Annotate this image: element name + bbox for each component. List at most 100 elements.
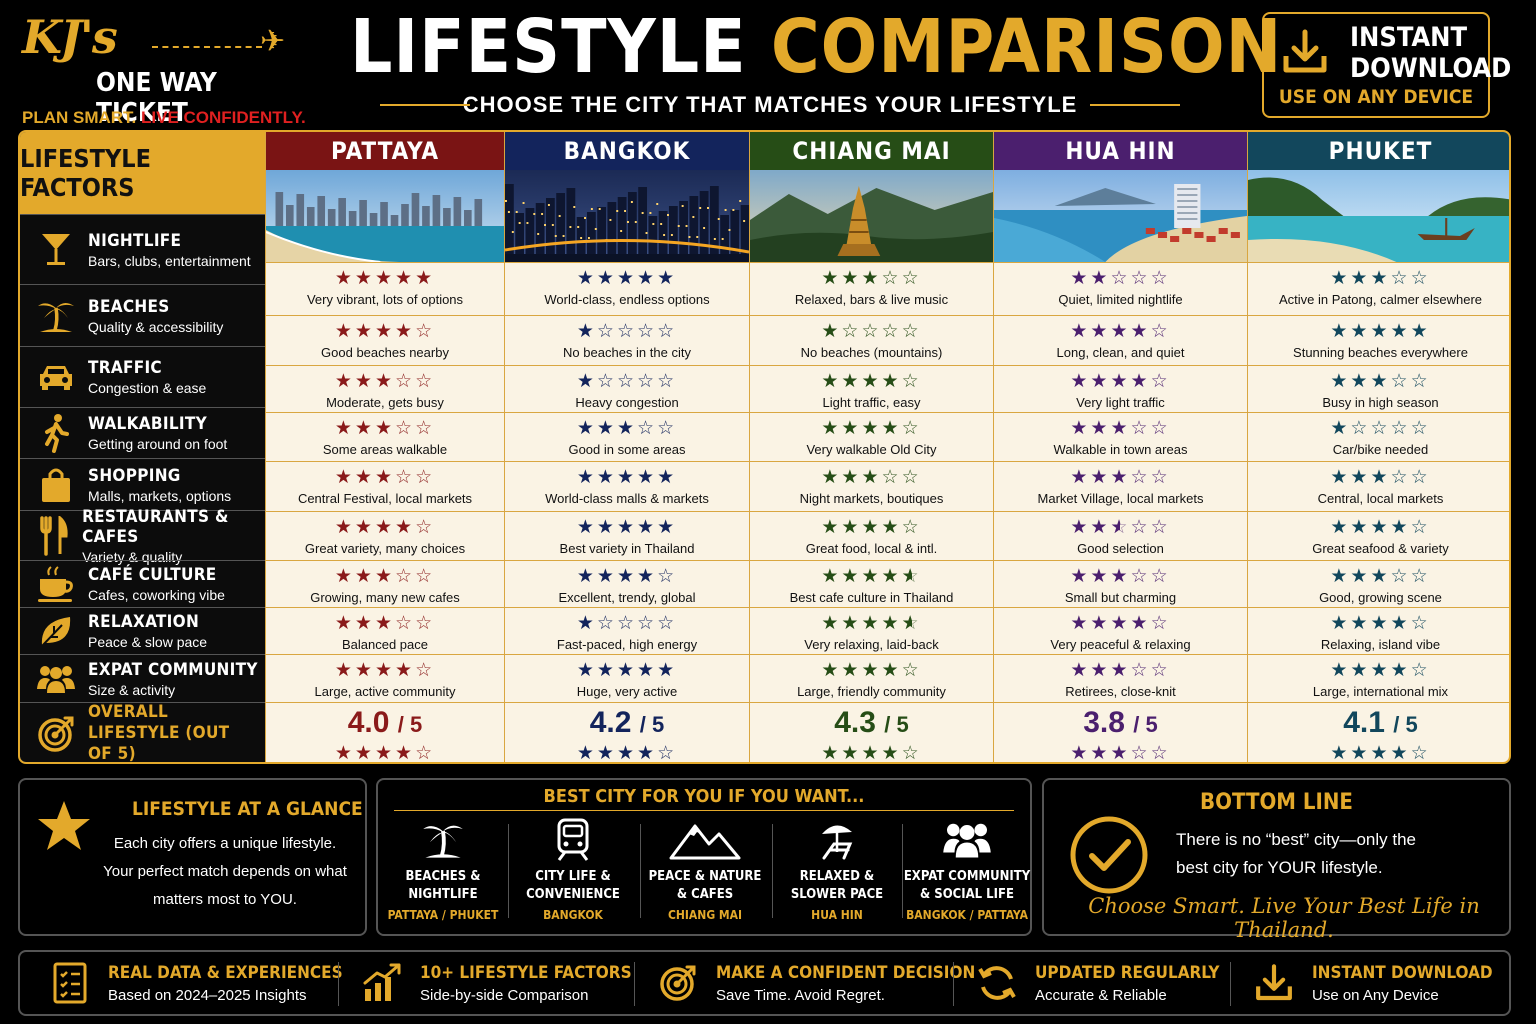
rating-cell: ★★★☆☆ Good, growing scene [1248, 560, 1509, 607]
shopping-bag-icon [32, 465, 80, 505]
rating-description: Car/bike needed [1332, 442, 1429, 457]
want-line2: & CAFES [676, 887, 734, 902]
want-line2: CONVENIENCE [526, 887, 620, 902]
beach-chair-icon [772, 818, 902, 862]
star-rating: ★★★☆☆ [334, 566, 436, 587]
title-part-a: LIFESTYLE [350, 4, 747, 90]
factors-header: LIFESTYLE FACTORS [20, 132, 265, 214]
factor-row-caf-culture: CAFÉ CULTURE Cafes, coworking vibe [20, 560, 265, 607]
rating-description: Quiet, limited nightlife [1058, 292, 1183, 307]
rating-cell: ★★★★☆ Long, clean, and quiet [994, 315, 1247, 365]
lifestyle-at-a-glance-panel: LIFESTYLE AT A GLANCE Each city offers a… [18, 778, 367, 936]
fork-knife-icon [32, 515, 74, 556]
tagline-part-b: LIVE CONFIDENTLY. [141, 108, 306, 127]
footer-separator [338, 962, 339, 1006]
factor-sub: Peace & slow pace [88, 634, 208, 650]
factor-sub: Getting around on foot [88, 436, 228, 452]
rating-cell: ★★★★☆ Very light traffic [994, 365, 1247, 412]
bottom-line-panel: BOTTOM LINE There is no “best” city—only… [1042, 778, 1511, 942]
instant-download-button[interactable]: INSTANT DOWNLOAD USE ON ANY DEVICE [1262, 12, 1511, 118]
factor-column: LIFESTYLE FACTORS NIGHTLIFE Bars, clubs, … [20, 132, 265, 762]
rating-description: Best cafe culture in Thailand [789, 590, 954, 605]
rating-description: Great food, local & intl. [805, 541, 938, 556]
score-value: 4.0 [347, 706, 390, 739]
rating-cell: ★☆☆☆☆ Fast-paced, high energy [505, 607, 749, 654]
rating-cell: ★★★★☆ Very walkable Old City [750, 412, 993, 461]
rating-cell: ★★★☆☆ Relaxed, bars & live music [750, 262, 993, 315]
factor-text: NIGHTLIFE Bars, clubs, entertainment [88, 231, 251, 269]
title-part-b: COMPARISON [770, 4, 1283, 90]
rating-description: Large, friendly community [797, 684, 946, 699]
best-city-separator [508, 824, 509, 918]
rating-cell: ★★★☆☆ Walkable in town areas [994, 412, 1247, 461]
checkmark-circle-icon [1070, 816, 1148, 894]
rating-cell: ★★★☆☆ Busy in high season [1248, 365, 1509, 412]
factor-text: EXPAT COMMUNITY Size & activity [88, 660, 258, 698]
rating-cell: ★★★★☆ Very peaceful & relaxing [994, 607, 1247, 654]
rating-cell: ★★★★☆ Relaxing, island vibe [1248, 607, 1509, 654]
star-rating: ★★★☆☆ [1330, 268, 1431, 289]
rating-cell: ★★★☆☆ Moderate, gets busy [266, 365, 504, 412]
want-line1: EXPAT COMMUNITY [903, 869, 1031, 884]
overall-score: 3.8 / 5 [994, 707, 1247, 741]
download-icon [1283, 29, 1327, 73]
want-line2: & SOCIAL LIFE [920, 887, 1014, 902]
rating-description: Very walkable Old City [806, 442, 937, 457]
star-rating: ★★★★☆ [1070, 371, 1171, 392]
want-line2: SLOWER PACE [790, 887, 884, 902]
train-icon [508, 818, 638, 862]
factor-row-shopping: SHOPPING Malls, markets, options [20, 458, 265, 510]
target-icon [656, 961, 700, 1005]
rating-description: Very relaxing, laid-back [804, 637, 939, 652]
rating-description: Growing, many new cafes [310, 590, 460, 605]
glance-text-3: matters most to YOU. [153, 891, 297, 908]
city-photo [994, 170, 1247, 262]
rating-description: Market Village, local markets [1037, 491, 1204, 506]
city-header: HUA HIN [994, 132, 1247, 170]
overall-score-cell: 3.8 / 5 ★★★☆☆ [994, 702, 1247, 762]
score-denominator: / 5 [1393, 712, 1418, 737]
best-city-item: EXPAT COMMUNITY & SOCIAL LIFE BANGKOK / P… [902, 818, 1032, 930]
rating-cell: ★★★☆☆ Good in some areas [505, 412, 749, 461]
footer-feature-text: REAL DATA & EXPERIENCES Based on 2024–202… [108, 963, 343, 1004]
brand-logo: KJ's ✈ ONE WAY TICKET PLAN SMART. LIVE C… [22, 10, 312, 128]
best-city-separator [902, 824, 903, 918]
star-rating: ★★★★☆ [334, 321, 436, 342]
rating-description: Very peaceful & relaxing [1050, 637, 1191, 652]
factor-name: TRAFFIC [88, 358, 162, 378]
overall-score-cell: 4.1 / 5 ★★★★☆ [1248, 702, 1509, 762]
footer-feature-text: UPDATED REGULARLY Accurate & Reliable [1035, 963, 1219, 1004]
footer-feature-text: INSTANT DOWNLOAD Use on Any Device [1312, 963, 1493, 1004]
footer-feature-title: REAL DATA & EXPERIENCES [108, 962, 343, 983]
flight-path-line [152, 46, 262, 48]
factor-text: RESTAURANTS & CAFES Variety & quality [82, 507, 265, 565]
bottom-line-title: BOTTOM LINE [1200, 790, 1353, 815]
best-city-item: CITY LIFE & CONVENIENCE BANGKOK [508, 818, 638, 930]
rating-cell: ★★★☆☆ Growing, many new cafes [266, 560, 504, 607]
factor-row-walkability: WALKABILITY Getting around on foot [20, 407, 265, 458]
best-city-want: EXPAT COMMUNITY & SOCIAL LIFE [902, 868, 1032, 904]
rating-cell: ★★★★☆ Light traffic, easy [750, 365, 993, 412]
overall-score-cell: 4.0 / 5 ★★★★☆ [266, 702, 504, 762]
want-line1: CITY LIFE & [535, 869, 611, 884]
bottom-line-slogan: Choose Smart. Live Your Best Life in Tha… [1088, 894, 1480, 942]
city-column-bangkok: BANGKOK ★★★★★ World-class, endless optio… [504, 132, 749, 762]
score-denominator: / 5 [639, 712, 665, 737]
factor-text: TRAFFIC Congestion & ease [88, 358, 206, 396]
want-line1: PEACE & NATURE [648, 869, 762, 884]
leaf-icon [32, 611, 80, 651]
download-title: INSTANT DOWNLOAD [1350, 22, 1511, 84]
star-rating: ★★★★☆ [576, 566, 678, 587]
rating-cell: ★☆☆☆☆ Heavy congestion [505, 365, 749, 412]
footer-feature-title: UPDATED REGULARLY [1035, 962, 1220, 983]
rating-description: Night markets, boutiques [799, 491, 944, 506]
footer-feature: 10+ LIFESTYLE FACTORS Side-by-side Compar… [360, 952, 632, 1014]
factor-text: CAFÉ CULTURE Cafes, coworking vibe [88, 565, 225, 603]
mountain-icon [640, 818, 770, 862]
star-rating: ★★★★★ [1330, 321, 1431, 342]
star-rating: ★☆☆☆☆ [576, 371, 678, 392]
best-city-want: CITY LIFE & CONVENIENCE [508, 868, 638, 904]
best-city-item: BEACHES & NIGHTLIFE PATTAYA / PHUKET [378, 818, 508, 930]
rating-cell: ★★★★☆ Great variety, many choices [266, 511, 504, 560]
palm-tree-icon [378, 818, 508, 862]
